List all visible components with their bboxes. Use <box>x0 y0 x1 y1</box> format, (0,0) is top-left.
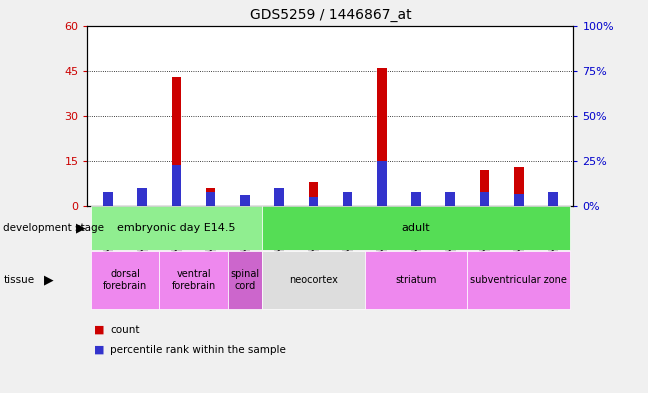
Text: ▶: ▶ <box>76 221 86 235</box>
Bar <box>240 195 249 206</box>
Bar <box>103 192 113 206</box>
Bar <box>240 200 249 206</box>
Text: neocortex: neocortex <box>289 275 338 285</box>
Bar <box>377 68 387 206</box>
Text: subventricular zone: subventricular zone <box>470 275 567 285</box>
Text: ▶: ▶ <box>44 274 54 286</box>
Bar <box>343 200 353 206</box>
Bar <box>548 200 558 206</box>
Bar <box>228 251 262 309</box>
Bar <box>467 251 570 309</box>
Bar <box>137 197 147 206</box>
Text: tissue: tissue <box>3 275 34 285</box>
Text: development stage: development stage <box>3 223 104 233</box>
Bar <box>445 194 455 206</box>
Bar <box>159 251 228 309</box>
Bar <box>262 251 365 309</box>
Text: ■: ■ <box>94 345 104 355</box>
Bar <box>308 197 318 206</box>
Bar <box>262 206 570 250</box>
Bar <box>343 192 353 206</box>
Bar <box>445 192 455 206</box>
Text: striatum: striatum <box>395 275 437 285</box>
Bar <box>308 182 318 206</box>
Bar <box>91 251 159 309</box>
Text: dorsal
forebrain: dorsal forebrain <box>103 269 147 291</box>
Bar <box>514 167 524 206</box>
Bar <box>377 161 387 206</box>
Text: ■: ■ <box>94 325 104 335</box>
Text: embryonic day E14.5: embryonic day E14.5 <box>117 223 236 233</box>
Bar <box>480 170 489 206</box>
Text: percentile rank within the sample: percentile rank within the sample <box>110 345 286 355</box>
Bar <box>172 165 181 206</box>
Bar <box>514 194 524 206</box>
Bar <box>548 192 558 206</box>
Bar <box>206 188 216 206</box>
Text: count: count <box>110 325 140 335</box>
Bar <box>274 188 284 206</box>
Bar <box>206 192 216 206</box>
Bar <box>91 206 262 250</box>
Bar <box>137 188 147 206</box>
Text: ventral
forebrain: ventral forebrain <box>172 269 216 291</box>
Bar <box>365 251 467 309</box>
Bar <box>480 192 489 206</box>
Bar <box>103 200 113 206</box>
Bar <box>172 77 181 206</box>
Bar <box>411 192 421 206</box>
Bar <box>274 188 284 206</box>
Bar <box>411 194 421 206</box>
Text: spinal
cord: spinal cord <box>230 269 259 291</box>
Title: GDS5259 / 1446867_at: GDS5259 / 1446867_at <box>249 8 411 22</box>
Text: adult: adult <box>402 223 430 233</box>
